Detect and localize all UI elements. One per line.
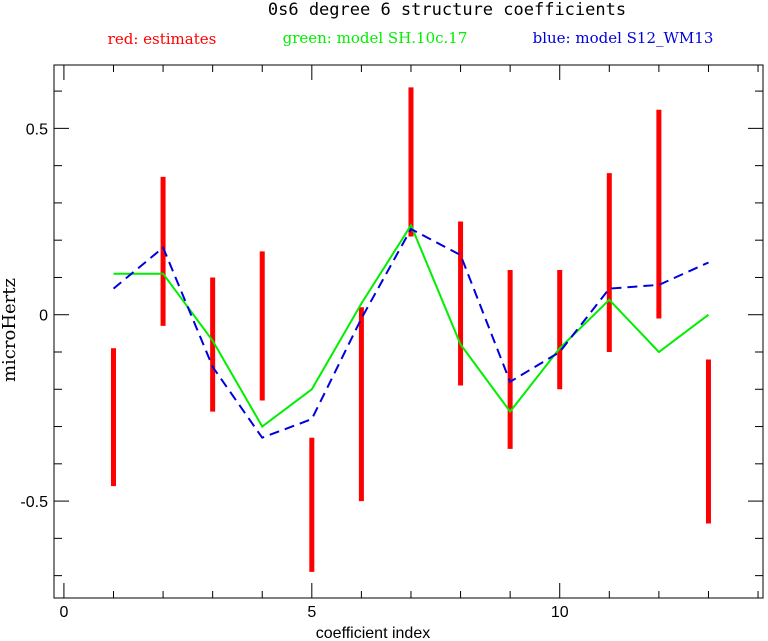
x-tick-label: 10 [551,604,569,621]
chart-title: 0s6 degree 6 structure coefficients [268,0,626,20]
x-tick-label: 0 [59,604,68,621]
tick-labels: 0 5 10 0.5 0 -0.5 [20,121,568,621]
legend-model-s12wm13: blue: model S12_WM13 [533,29,714,47]
series-line [112,227,709,439]
y-axis-title: microHertz [0,278,20,382]
y-tick-label: 0 [39,308,48,325]
x-tick-label: 5 [307,604,316,621]
plot-frame [53,64,764,599]
y-tick-label: 0.5 [26,121,48,138]
legend-estimates: red: estimates [108,30,217,48]
series-line [113,223,710,428]
legend-model-sh10c17: green: model SH.10c.17 [283,29,468,47]
model-lines [112,223,710,439]
major-ticks [54,65,763,598]
x-axis-title: coefficient index [316,625,430,641]
estimate-error-bars [110,87,711,572]
y-tick-label: -0.5 [20,494,48,511]
minor-ticks [54,65,763,598]
